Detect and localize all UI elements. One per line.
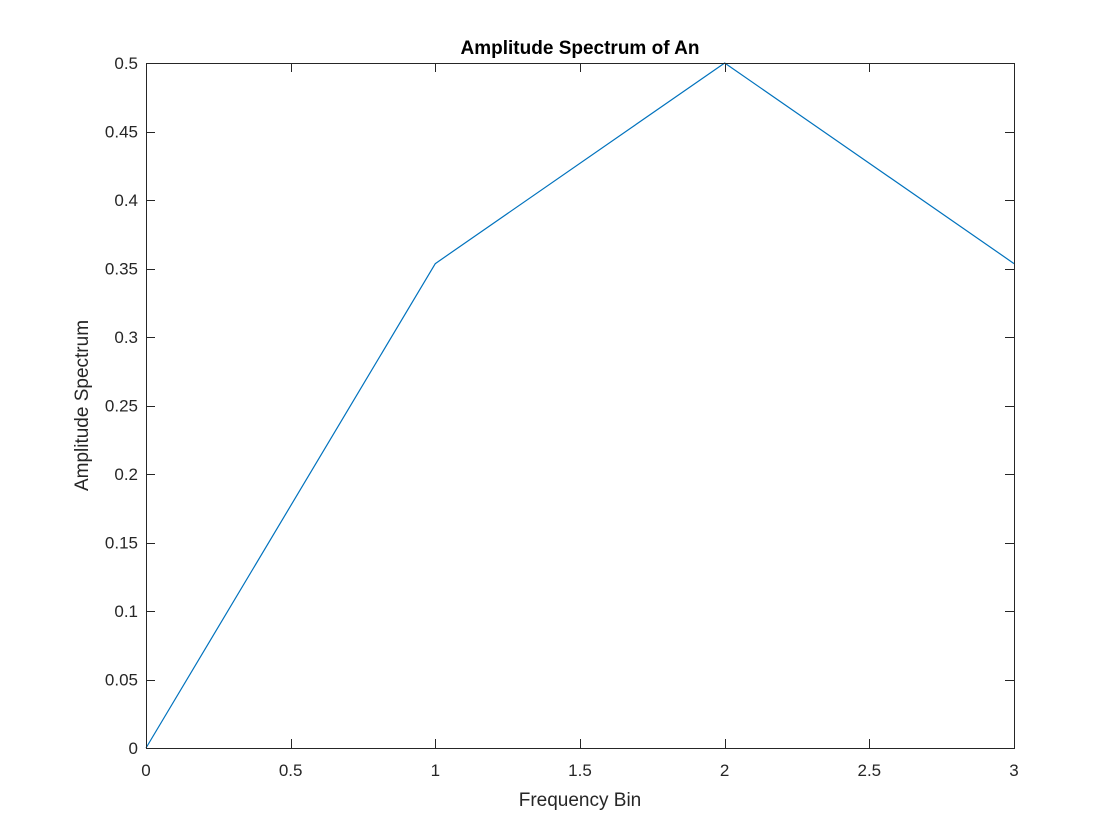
y-axis-label: Amplitude Spectrum (72, 320, 93, 491)
y-tick-label: 0.1 (114, 602, 138, 621)
x-tick-label: 2 (720, 761, 729, 780)
x-tick-label: 0 (141, 761, 150, 780)
chart-title: Amplitude Spectrum of An (461, 38, 700, 59)
y-tick-label: 0.35 (105, 260, 138, 279)
y-tick-label: 0.5 (114, 54, 138, 73)
x-tick-label: 2.5 (858, 761, 882, 780)
y-tick-label: 0.05 (105, 671, 138, 690)
x-tick-label: 3 (1009, 761, 1018, 780)
x-tick-label: 1 (431, 761, 440, 780)
x-tick-label: 1.5 (568, 761, 592, 780)
labels-layer: 0 0.5 1 1.5 2 2.5 3 0 0.05 0.1 0.15 0.2 0.25 0.3 0.35 0… (105, 54, 1019, 780)
axes-box (146, 63, 1015, 749)
y-tick-label: 0.4 (114, 191, 138, 210)
ticks-layer (146, 63, 1015, 749)
y-tick-label: 0.45 (105, 123, 138, 142)
x-axis-label: Frequency Bin (519, 790, 642, 811)
y-tick-label: 0.15 (105, 534, 138, 553)
y-tick-label: 0.25 (105, 397, 138, 416)
series-line-0 (145, 62, 1015, 749)
y-tick-label: 0.2 (114, 465, 138, 484)
series-layer (145, 62, 1015, 749)
y-tick-label: 0 (129, 739, 138, 758)
x-tick-label: 0.5 (279, 761, 303, 780)
y-tick-label: 0.3 (114, 328, 138, 347)
